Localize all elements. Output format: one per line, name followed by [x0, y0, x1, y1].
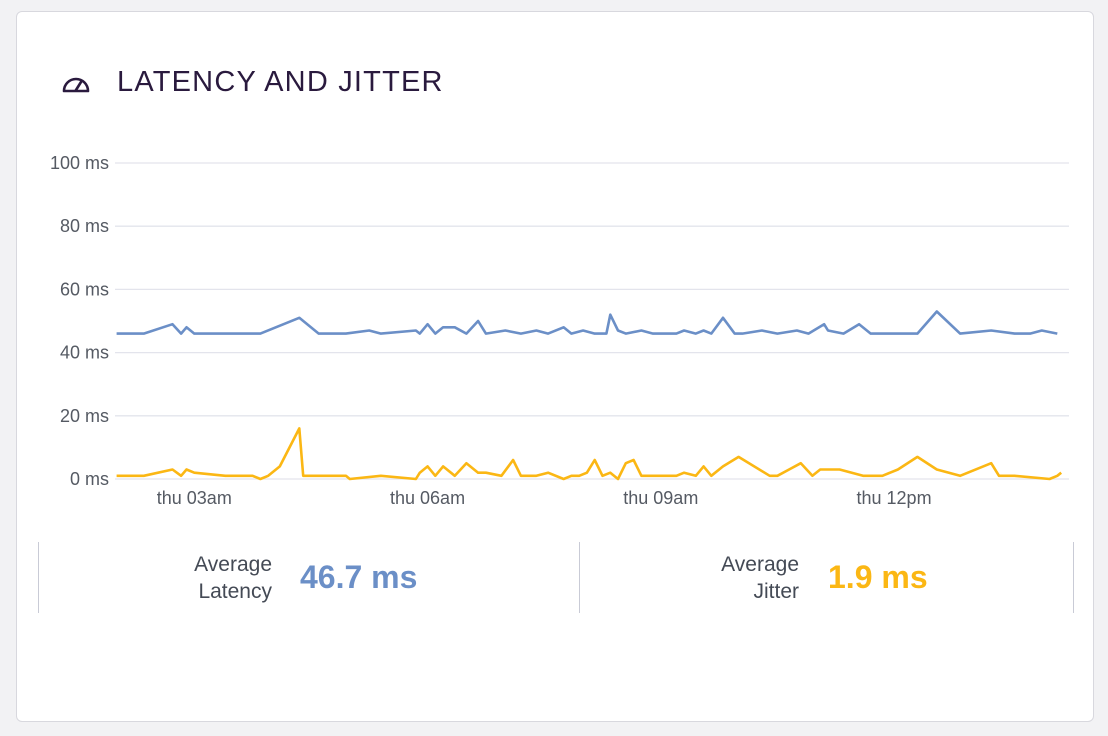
y-tick-label: 0 ms [70, 469, 109, 489]
y-tick-label: 80 ms [60, 216, 109, 236]
x-axis-ticks: thu 03am thu 06am thu 09am thu 12pm [157, 488, 932, 508]
x-tick-label: thu 03am [157, 488, 232, 508]
y-tick-label: 60 ms [60, 279, 109, 299]
speedometer-icon [61, 72, 91, 94]
card-header: LATENCY AND JITTER [61, 66, 444, 99]
y-axis-ticks: 0 ms 20 ms 40 ms 60 ms 80 ms 100 ms [50, 153, 109, 489]
x-tick-label: thu 09am [623, 488, 698, 508]
y-tick-label: 100 ms [50, 153, 109, 173]
y-tick-label: 20 ms [60, 406, 109, 426]
series-line-latency [116, 310, 1058, 335]
latency-jitter-card: LATENCY AND JITTER 0 ms 20 ms 40 ms 60 ms 80… [16, 11, 1094, 722]
chart-series [116, 310, 1063, 481]
grid-lines [115, 162, 1069, 480]
series-line-jitter [116, 427, 1063, 481]
card-title: LATENCY AND JITTER [117, 66, 444, 98]
y-tick-label: 40 ms [60, 343, 109, 363]
x-tick-label: thu 06am [390, 488, 465, 508]
x-tick-label: thu 12pm [857, 488, 932, 508]
